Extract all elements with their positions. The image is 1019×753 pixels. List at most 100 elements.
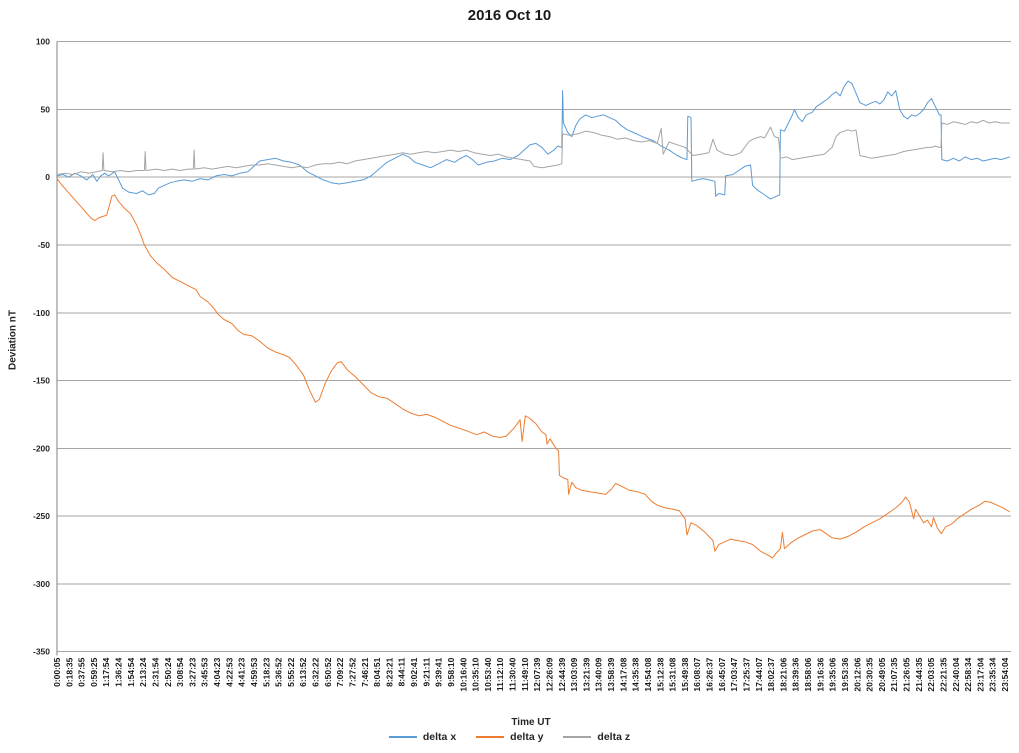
svg-text:1:17:54: 1:17:54 — [101, 657, 111, 687]
svg-text:0: 0 — [45, 172, 50, 182]
svg-text:4:22:53: 4:22:53 — [224, 657, 234, 687]
svg-text:5:36:52: 5:36:52 — [274, 657, 284, 687]
svg-text:4:41:23: 4:41:23 — [237, 657, 247, 687]
svg-text:9:39:41: 9:39:41 — [434, 657, 444, 687]
legend-label: delta z — [597, 731, 631, 743]
svg-text:22:40:04: 22:40:04 — [951, 657, 961, 691]
svg-text:19:35:06: 19:35:06 — [828, 657, 838, 691]
svg-text:4:04:23: 4:04:23 — [212, 657, 222, 687]
svg-text:-50: -50 — [38, 240, 51, 250]
svg-text:3:45:53: 3:45:53 — [200, 657, 210, 687]
legend-label: delta x — [422, 731, 457, 743]
svg-text:5:55:22: 5:55:22 — [286, 657, 296, 687]
svg-text:14:17:08: 14:17:08 — [618, 657, 628, 691]
svg-text:17:25:37: 17:25:37 — [741, 657, 751, 691]
svg-text:3:27:23: 3:27:23 — [187, 657, 197, 687]
legend: delta x delta y delta z — [0, 731, 1019, 743]
svg-text:18:39:36: 18:39:36 — [791, 657, 801, 691]
svg-text:18:21:06: 18:21:06 — [778, 657, 788, 691]
svg-text:13:40:09: 13:40:09 — [594, 657, 604, 691]
svg-text:22:21:35: 22:21:35 — [938, 657, 948, 691]
svg-text:23:17:04: 23:17:04 — [975, 657, 985, 691]
legend-item-delta-z: delta z — [563, 731, 630, 743]
svg-text:5:18:23: 5:18:23 — [261, 657, 271, 687]
svg-text:12:26:09: 12:26:09 — [544, 657, 554, 691]
svg-text:8:44:11: 8:44:11 — [397, 657, 407, 686]
svg-text:10:35:10: 10:35:10 — [471, 657, 481, 691]
svg-text:-350: -350 — [33, 647, 50, 657]
svg-text:2:13:24: 2:13:24 — [138, 657, 148, 687]
legend-item-delta-x: delta x — [388, 731, 457, 743]
x-axis-title: Time UT — [511, 717, 551, 728]
svg-text:14:35:38: 14:35:38 — [631, 657, 641, 691]
legend-label: delta y — [510, 731, 544, 743]
svg-text:20:49:05: 20:49:05 — [877, 657, 887, 691]
svg-text:8:04:51: 8:04:51 — [372, 657, 382, 687]
svg-text:0:37:55: 0:37:55 — [77, 657, 87, 687]
svg-text:21:26:05: 21:26:05 — [902, 657, 912, 691]
svg-text:7:09:22: 7:09:22 — [335, 657, 345, 687]
svg-text:6:32:22: 6:32:22 — [311, 657, 321, 687]
svg-text:10:16:40: 10:16:40 — [458, 657, 468, 691]
svg-text:-150: -150 — [33, 376, 50, 386]
svg-text:15:12:38: 15:12:38 — [655, 657, 665, 691]
svg-text:-300: -300 — [33, 579, 50, 589]
svg-text:16:26:37: 16:26:37 — [705, 657, 715, 691]
svg-text:6:50:52: 6:50:52 — [323, 657, 333, 687]
svg-text:50: 50 — [41, 104, 51, 114]
svg-text:0:59:25: 0:59:25 — [89, 657, 99, 687]
svg-text:2:50:24: 2:50:24 — [163, 657, 173, 687]
svg-text:23:54:04: 23:54:04 — [1000, 657, 1010, 691]
svg-text:13:21:39: 13:21:39 — [581, 657, 591, 691]
svg-text:13:03:09: 13:03:09 — [569, 657, 579, 691]
svg-text:12:44:39: 12:44:39 — [557, 657, 567, 691]
svg-text:0:18:35: 0:18:35 — [64, 657, 74, 687]
svg-text:2:31:54: 2:31:54 — [150, 657, 160, 687]
svg-text:18:02:37: 18:02:37 — [766, 657, 776, 691]
svg-text:16:45:07: 16:45:07 — [717, 657, 727, 691]
svg-text:-200: -200 — [33, 443, 50, 453]
legend-line-icon — [476, 736, 505, 738]
svg-text:100: 100 — [36, 37, 50, 47]
svg-text:3:08:54: 3:08:54 — [175, 657, 185, 687]
svg-text:17:44:07: 17:44:07 — [754, 657, 764, 691]
svg-text:9:21:11: 9:21:11 — [421, 657, 431, 686]
legend-line-icon — [563, 736, 592, 738]
svg-text:1:54:54: 1:54:54 — [126, 657, 136, 687]
svg-text:9:58:10: 9:58:10 — [446, 657, 456, 687]
chart-title: 2016 Oct 10 — [467, 7, 552, 24]
svg-text:22:03:05: 22:03:05 — [926, 657, 936, 691]
svg-text:18:58:06: 18:58:06 — [803, 657, 813, 691]
svg-text:-100: -100 — [33, 308, 50, 318]
legend-line-icon — [388, 736, 417, 738]
svg-text:7:46:21: 7:46:21 — [360, 657, 370, 687]
svg-text:22:58:34: 22:58:34 — [963, 657, 973, 691]
svg-text:19:16:36: 19:16:36 — [815, 657, 825, 691]
svg-text:19:53:36: 19:53:36 — [840, 657, 850, 691]
svg-text:4:59:53: 4:59:53 — [249, 657, 259, 687]
svg-text:14:54:08: 14:54:08 — [643, 657, 653, 691]
svg-text:21:07:35: 21:07:35 — [889, 657, 899, 691]
svg-text:9:02:41: 9:02:41 — [409, 657, 419, 687]
svg-text:10:53:40: 10:53:40 — [483, 657, 493, 691]
svg-text:-250: -250 — [33, 511, 50, 521]
svg-text:13:58:39: 13:58:39 — [606, 657, 616, 691]
svg-text:11:12:10: 11:12:10 — [495, 657, 505, 691]
svg-text:1:36:24: 1:36:24 — [114, 657, 124, 687]
svg-text:11:49:10: 11:49:10 — [520, 657, 530, 691]
svg-text:20:12:06: 20:12:06 — [852, 657, 862, 691]
svg-text:6:13:52: 6:13:52 — [298, 657, 308, 687]
svg-text:11:30:40: 11:30:40 — [508, 657, 518, 691]
svg-text:16:08:07: 16:08:07 — [692, 657, 702, 691]
svg-text:0:00:05: 0:00:05 — [52, 657, 62, 687]
svg-text:21:44:35: 21:44:35 — [914, 657, 924, 691]
svg-text:17:03:47: 17:03:47 — [729, 657, 739, 691]
svg-text:7:27:52: 7:27:52 — [347, 657, 357, 687]
svg-text:15:49:38: 15:49:38 — [680, 657, 690, 691]
legend-item-delta-y: delta y — [476, 731, 543, 743]
svg-text:12:07:39: 12:07:39 — [532, 657, 542, 691]
svg-text:15:31:08: 15:31:08 — [668, 657, 678, 691]
svg-text:23:35:34: 23:35:34 — [988, 657, 998, 691]
